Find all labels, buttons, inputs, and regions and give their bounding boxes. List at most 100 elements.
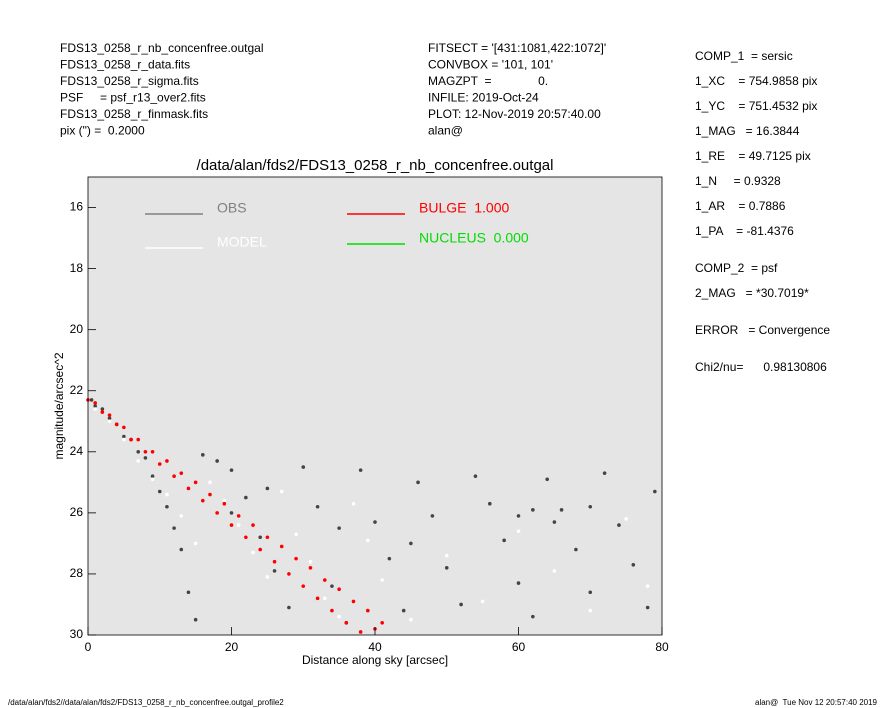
data-point	[136, 459, 141, 463]
header-left-line: FDS13_0258_r_data.fits	[60, 58, 190, 72]
data-point	[552, 569, 557, 573]
data-point	[244, 535, 248, 540]
sidebar-line: 1_N = 0.9328	[695, 174, 781, 188]
data-point	[301, 465, 306, 469]
data-point	[201, 498, 205, 503]
data-point	[93, 401, 97, 405]
data-point	[473, 474, 478, 479]
data-point	[344, 620, 349, 625]
header-middle-line: PLOT: 12-Nov-2019 20:57:40.00	[428, 107, 601, 121]
data-point	[193, 617, 198, 622]
data-point	[122, 437, 126, 442]
x-tick-label: 0	[85, 640, 92, 654]
y-tick-label: 18	[70, 261, 84, 275]
sidebar-line: 2_MAG = *30.7019*	[695, 286, 809, 300]
y-tick-label: 24	[70, 444, 84, 458]
data-point	[179, 471, 184, 475]
data-point	[645, 605, 650, 610]
data-point	[150, 477, 155, 482]
data-point	[179, 547, 184, 552]
data-point	[574, 547, 578, 552]
data-point	[380, 578, 384, 582]
data-point	[229, 523, 234, 527]
header-middle-line: FITSECT = '[431:1081,422:1072]'	[428, 41, 606, 55]
data-point	[215, 459, 219, 463]
data-point	[387, 556, 392, 561]
data-point	[366, 538, 370, 543]
data-point	[416, 480, 420, 485]
data-point	[193, 480, 198, 485]
data-point	[631, 562, 636, 567]
data-point	[588, 608, 593, 613]
data-point	[559, 508, 564, 512]
data-point	[172, 526, 176, 530]
sidebar-line: 1_YC = 751.4532 pix	[695, 99, 817, 113]
data-point	[222, 501, 227, 506]
data-point	[617, 523, 621, 527]
data-point	[93, 404, 97, 408]
data-point	[100, 407, 105, 411]
data-point	[351, 599, 356, 604]
sidebar-line: Chi2/nu= 0.98130806	[695, 360, 827, 374]
data-point	[251, 550, 255, 555]
sidebar-line: 1_XC = 754.9858 pix	[695, 74, 817, 88]
data-point	[272, 569, 277, 573]
plot-area	[88, 177, 662, 635]
data-point	[444, 566, 449, 570]
data-point	[193, 541, 198, 546]
header-middle-line: alan@	[428, 124, 463, 138]
data-point	[122, 425, 126, 430]
data-point	[229, 468, 234, 472]
data-point	[545, 477, 549, 482]
data-point	[165, 504, 169, 509]
data-point	[265, 486, 270, 491]
data-point	[208, 480, 212, 485]
data-point	[122, 434, 126, 439]
data-point	[358, 630, 363, 634]
data-point	[136, 437, 141, 442]
data-point	[552, 520, 557, 524]
data-point	[165, 459, 169, 463]
y-tick-label: 22	[70, 383, 84, 397]
data-point	[337, 587, 341, 591]
y-tick-label: 16	[70, 200, 84, 214]
data-points	[86, 398, 657, 634]
data-point	[129, 437, 133, 442]
header-left-line: PSF = psf_r13_over2.fits	[60, 91, 206, 105]
sidebar-line: COMP_1 = sersic	[695, 49, 793, 63]
data-point	[215, 511, 219, 515]
y-tick-label: 30	[70, 627, 84, 641]
data-point	[480, 599, 485, 604]
data-point	[172, 474, 176, 479]
data-point	[93, 407, 97, 411]
data-point	[645, 584, 650, 588]
data-point	[186, 486, 191, 491]
data-point	[186, 590, 191, 595]
data-point	[136, 450, 141, 454]
header-left-line: pix (") = 0.2000	[60, 124, 145, 138]
data-point	[315, 504, 320, 509]
data-point	[602, 471, 607, 475]
sidebar-line: COMP_2 = psf	[695, 261, 778, 275]
y-tick-label: 20	[70, 322, 84, 336]
data-point	[588, 504, 593, 509]
data-point	[222, 498, 227, 503]
data-point	[208, 492, 212, 497]
data-point	[272, 559, 277, 564]
data-point	[351, 501, 356, 506]
data-point	[322, 596, 327, 601]
data-point	[236, 514, 241, 518]
data-point	[653, 489, 657, 494]
header-middle-line: CONVBOX = '101, 101'	[428, 58, 553, 72]
chart-title: /data/alan/fds2/FDS13_0258_r_nb_concenfr…	[197, 157, 554, 174]
data-point	[107, 413, 112, 417]
data-point	[488, 501, 492, 506]
x-tick-label: 20	[225, 640, 239, 654]
data-point	[531, 614, 535, 619]
sidebar-line: 1_RE = 49.7125 pix	[695, 149, 811, 163]
header-left-line: FDS13_0258_r_finmask.fits	[60, 107, 208, 121]
data-point	[409, 617, 413, 622]
data-point	[89, 398, 94, 402]
sidebar-line: 1_PA = -81.4376	[695, 224, 794, 238]
data-point	[143, 456, 148, 460]
